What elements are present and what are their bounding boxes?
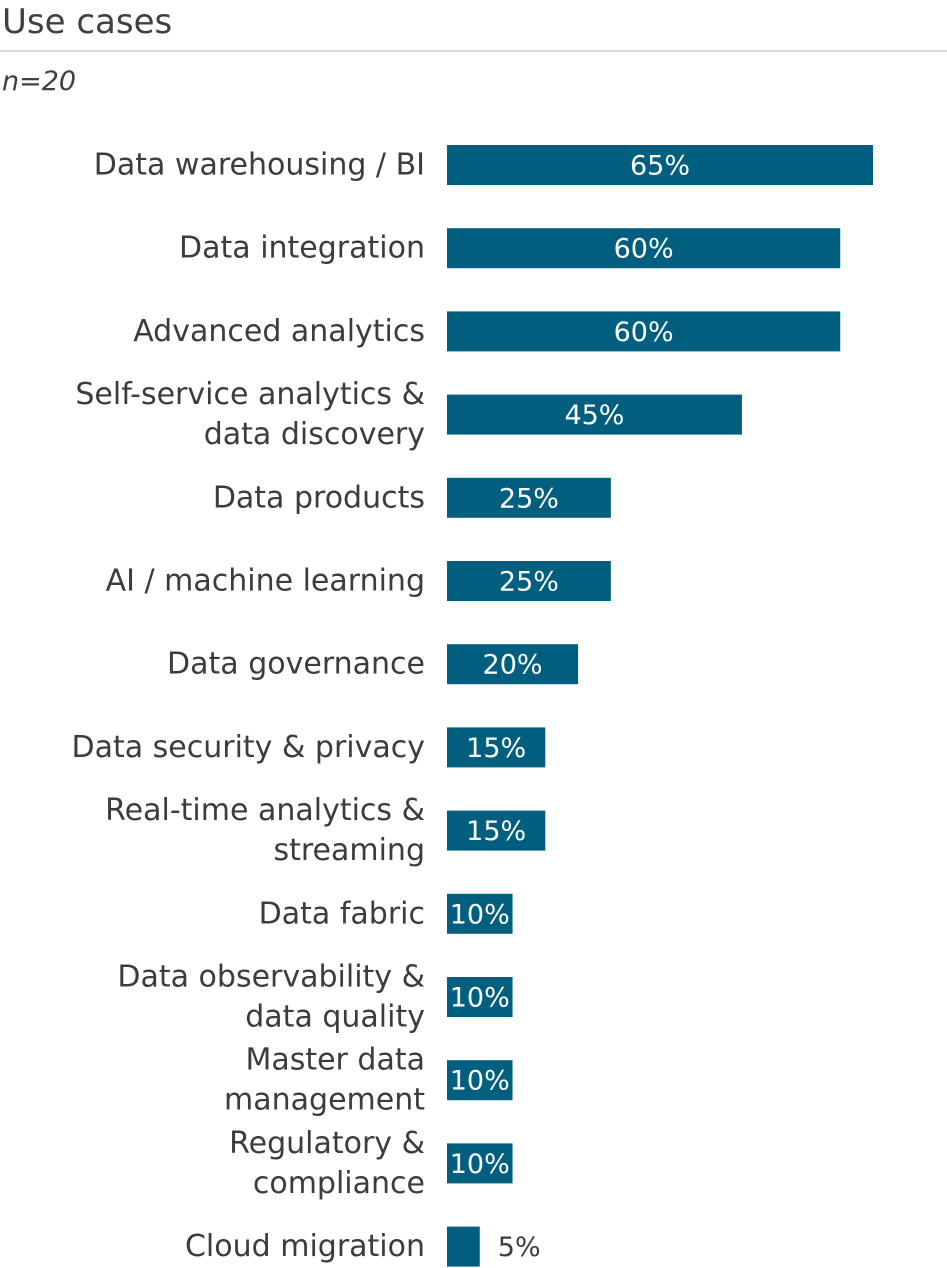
bar	[447, 1060, 513, 1101]
category-label: Cloud migration	[185, 1229, 425, 1264]
category-label: Regulatory &	[229, 1126, 425, 1161]
data-label: 10%	[450, 1149, 510, 1180]
category-label: Advanced analytics	[133, 314, 425, 349]
bar	[447, 977, 513, 1017]
title-divider	[0, 50, 947, 52]
bar	[447, 228, 841, 269]
data-label: 15%	[466, 733, 526, 764]
bar	[447, 727, 546, 768]
bar	[447, 477, 611, 518]
bar	[447, 311, 841, 352]
data-label: 65%	[630, 151, 690, 182]
category-label: Data products	[213, 480, 425, 515]
bar	[447, 893, 513, 934]
category-label: Data security & privacy	[71, 730, 425, 765]
data-label: 20%	[483, 650, 543, 681]
bar	[447, 1143, 513, 1184]
category-label: Data governance	[167, 647, 425, 682]
category-label: compliance	[253, 1166, 425, 1201]
bar	[447, 561, 611, 601]
category-label: Self-service analytics &	[75, 377, 425, 412]
data-label: 5%	[498, 1232, 541, 1263]
category-label: Data integration	[179, 231, 425, 266]
category-label: Data warehousing / BI	[94, 148, 425, 183]
category-label: streaming	[273, 833, 425, 868]
bar	[447, 810, 546, 851]
data-label: 10%	[450, 983, 510, 1014]
data-label: 45%	[564, 400, 624, 431]
data-label: 60%	[614, 234, 674, 265]
chart-title: Use cases	[2, 2, 173, 42]
category-label: Real-time analytics &	[105, 793, 425, 828]
data-label: 25%	[499, 567, 559, 598]
chart-subtitle: n=20	[2, 66, 77, 97]
bar	[447, 145, 873, 185]
category-label: Data observability &	[117, 960, 425, 995]
category-label: data discovery	[204, 417, 425, 452]
category-label: management	[224, 1083, 425, 1118]
data-label: 10%	[450, 1066, 510, 1097]
category-label: AI / machine learning	[106, 564, 425, 599]
bar	[447, 394, 742, 435]
data-label: 10%	[450, 899, 510, 930]
data-label: 25%	[499, 483, 559, 514]
bar	[447, 644, 579, 685]
category-label: Master data	[245, 1043, 425, 1078]
data-label: 15%	[466, 816, 526, 847]
data-label: 60%	[614, 317, 674, 348]
category-label: Data fabric	[259, 896, 425, 931]
bar	[447, 1226, 480, 1267]
category-label: data quality	[245, 1000, 425, 1035]
